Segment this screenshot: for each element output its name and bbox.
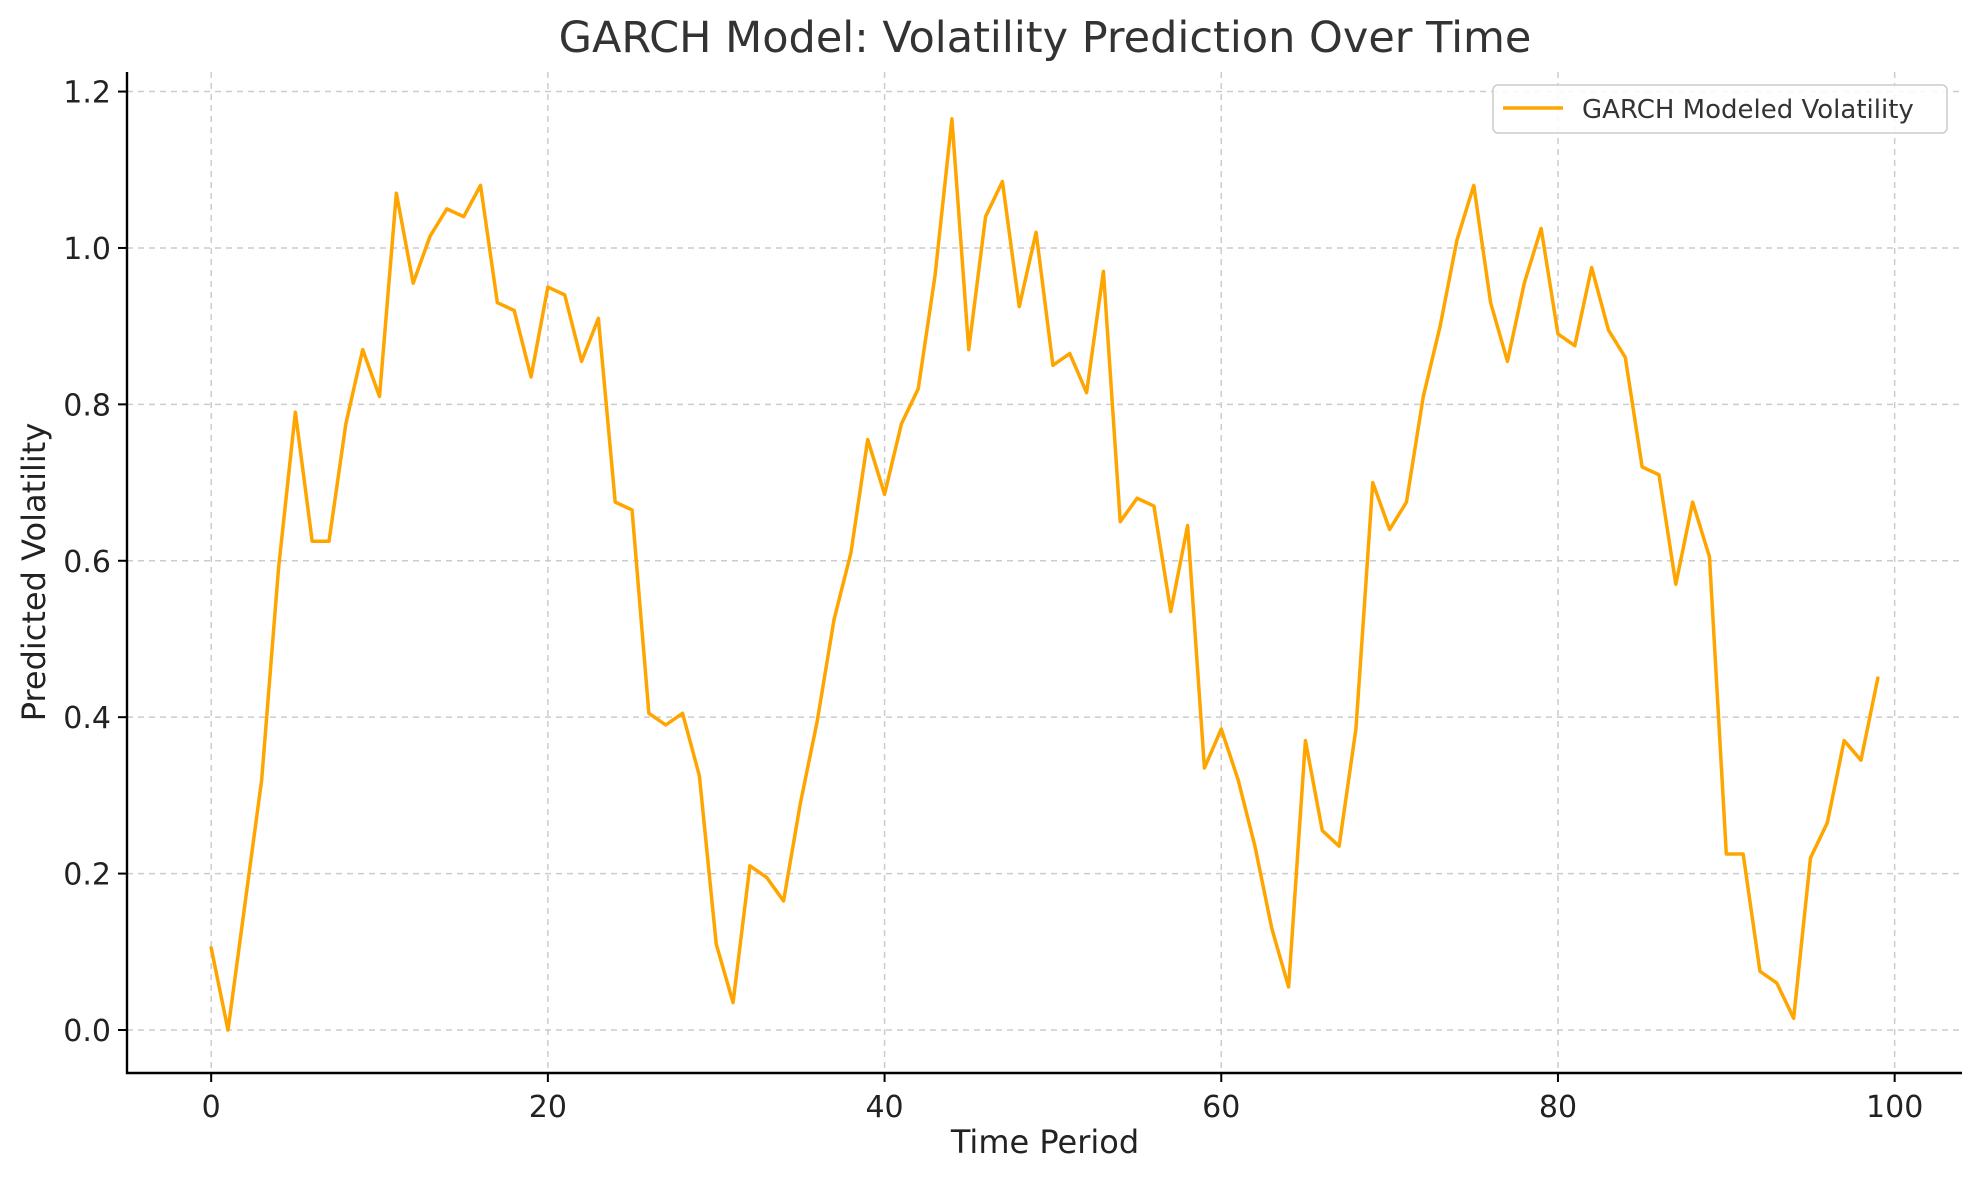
y-tick-label: 0.0: [63, 1014, 111, 1049]
x-tick-label: 80: [1539, 1090, 1577, 1125]
chart-title: GARCH Model: Volatility Prediction Over …: [559, 13, 1532, 63]
legend: GARCH Modeled Volatility: [1492, 84, 1948, 134]
series-line: [209, 117, 1880, 1032]
y-ticks: 0.0 0.2 0.4 0.6 0.8 1.0 1.2: [63, 76, 127, 1049]
x-ticks: 0 20 40 60 80 100: [202, 1073, 1923, 1125]
y-tick-label: 0.2: [63, 858, 111, 893]
legend-box: [1492, 84, 1948, 134]
y-tick-label: 0.4: [63, 701, 111, 736]
axis-spines: [125, 72, 1962, 1075]
x-tick-label: 40: [865, 1090, 903, 1125]
y-tick-label: 0.6: [63, 545, 111, 580]
x-tick-label: 100: [1866, 1090, 1923, 1125]
x-tick-label: 0: [202, 1090, 221, 1125]
x-tick-label: 20: [529, 1090, 567, 1125]
y-tick-label: 1.2: [63, 76, 111, 111]
series-layer: [209, 117, 1880, 1032]
legend-label: GARCH Modeled Volatility: [1582, 95, 1914, 125]
x-axis-label: Time Period: [950, 1123, 1139, 1161]
y-tick-label: 1.0: [63, 232, 111, 267]
x-tick-label: 60: [1202, 1090, 1240, 1125]
y-tick-label: 0.8: [63, 388, 111, 423]
x-gridlines: [210, 72, 1896, 1073]
y-axis-label: Predicted Volatility: [15, 423, 53, 722]
